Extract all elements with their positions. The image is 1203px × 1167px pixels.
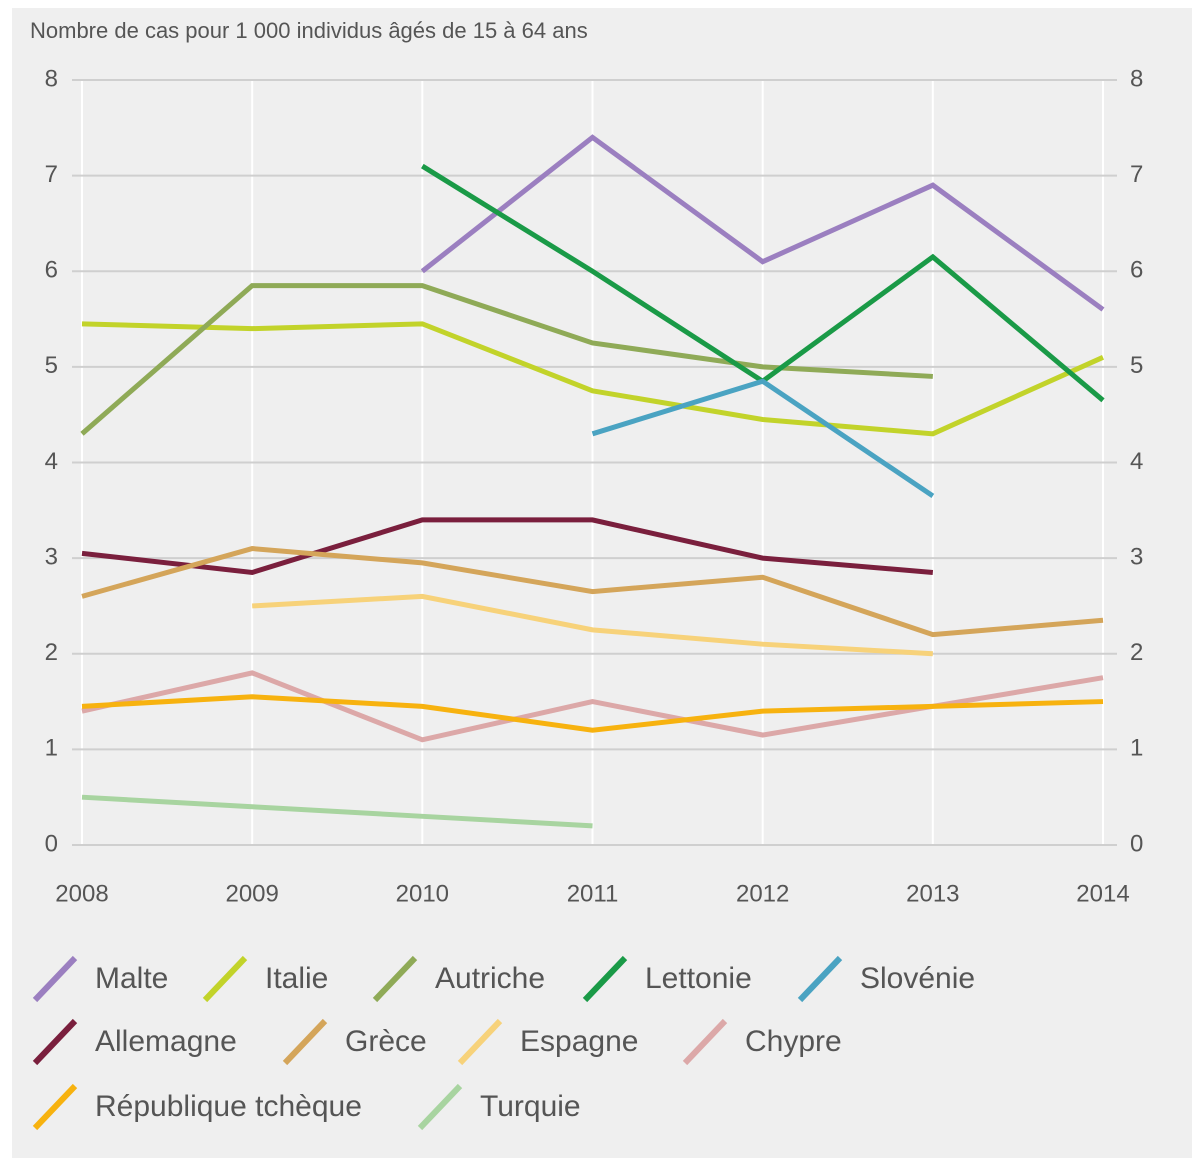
x-tick-label: 2008 xyxy=(55,880,108,907)
y2-tick-label: 1 xyxy=(1130,735,1143,762)
x-tick-label: 2014 xyxy=(1076,880,1129,907)
x-tick-label: 2009 xyxy=(225,880,278,907)
legend-swatch xyxy=(32,1083,78,1131)
legend-label: République tchèque xyxy=(95,1090,362,1123)
x-tick-label: 2012 xyxy=(736,880,789,907)
legend-label: Allemagne xyxy=(95,1025,237,1058)
y2-tick-label: 0 xyxy=(1130,830,1143,857)
series-line xyxy=(81,794,593,829)
y-tick-label: 4 xyxy=(45,448,58,475)
y-tick-label: 5 xyxy=(45,352,58,379)
series-line xyxy=(81,546,1104,638)
legend-swatch xyxy=(202,955,248,1003)
y2-tick-label: 7 xyxy=(1130,161,1143,188)
x-tick-label: 2011 xyxy=(567,880,619,907)
background xyxy=(12,8,1192,1158)
legend-label: Turquie xyxy=(480,1090,581,1123)
series-line xyxy=(81,517,934,576)
legend-swatch xyxy=(282,1018,328,1066)
legend-label: Italie xyxy=(265,962,328,995)
chart-title: Nombre de cas pour 1 000 individus âgés … xyxy=(30,18,588,43)
legend-label: Lettonie xyxy=(645,962,752,995)
legend-swatch xyxy=(457,1018,503,1066)
y-tick-label: 3 xyxy=(45,543,58,570)
legend-swatch xyxy=(32,1018,78,1066)
legend-swatch xyxy=(417,1083,463,1131)
y2-tick-label: 4 xyxy=(1130,448,1143,475)
y-tick-label: 7 xyxy=(45,161,58,188)
legend-label: Grèce xyxy=(345,1025,427,1058)
series-line xyxy=(81,321,1105,437)
series-line xyxy=(81,694,1104,733)
y-tick-label: 6 xyxy=(45,257,58,284)
y2-tick-label: 2 xyxy=(1130,639,1143,666)
legend-swatch xyxy=(797,955,843,1003)
x-tick-label: 2010 xyxy=(396,880,449,907)
x-tick-label: 2013 xyxy=(906,880,959,907)
y2-tick-label: 5 xyxy=(1130,352,1143,379)
series-line xyxy=(420,134,1105,312)
legend-swatch xyxy=(582,955,628,1003)
legend-swatch xyxy=(682,1018,728,1066)
legend-label: Malte xyxy=(95,962,168,995)
legend-label: Slovénie xyxy=(860,962,975,995)
series-line xyxy=(80,283,933,436)
y-tick-label: 1 xyxy=(45,735,58,762)
series-line xyxy=(252,593,933,657)
legend-swatch xyxy=(372,955,418,1003)
y2-tick-label: 3 xyxy=(1130,543,1143,570)
y-tick-label: 2 xyxy=(45,639,58,666)
legend-swatch xyxy=(32,955,78,1003)
series-line xyxy=(591,378,935,499)
y2-tick-label: 6 xyxy=(1130,257,1143,284)
legend-label: Autriche xyxy=(435,962,545,995)
legend-label: Espagne xyxy=(520,1025,638,1058)
y-tick-label: 8 xyxy=(45,65,58,92)
y-tick-label: 0 xyxy=(45,830,58,857)
y2-tick-label: 8 xyxy=(1130,65,1143,92)
legend-label: Chypre xyxy=(745,1025,842,1058)
